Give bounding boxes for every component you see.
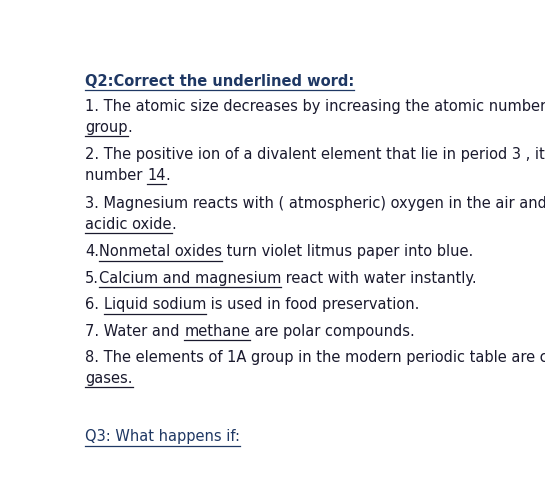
Text: 8. The elements of 1A group in the modern periodic table are called: 8. The elements of 1A group in the moder… — [85, 350, 545, 366]
Text: are polar compounds.: are polar compounds. — [250, 324, 415, 339]
Text: 3. Magnesium reacts with ( atmospheric) oxygen in the air and form: 3. Magnesium reacts with ( atmospheric) … — [85, 196, 545, 211]
Text: Q3: What happens if:: Q3: What happens if: — [85, 429, 240, 445]
Text: .: . — [172, 217, 176, 232]
Text: turn violet litmus paper into blue.: turn violet litmus paper into blue. — [222, 244, 473, 260]
Text: Q2:Correct the underlined word:: Q2:Correct the underlined word: — [85, 74, 354, 89]
Text: Calcium and magnesium: Calcium and magnesium — [99, 271, 281, 286]
Text: methane: methane — [184, 324, 250, 339]
Text: .: . — [166, 168, 170, 183]
Text: .: . — [128, 120, 132, 135]
Text: acidic oxide: acidic oxide — [85, 217, 172, 232]
Text: 4.: 4. — [85, 244, 99, 260]
Text: 2. The positive ion of a divalent element that lie in period 3 , its atomic: 2. The positive ion of a divalent elemen… — [85, 147, 545, 163]
Text: 7. Water and: 7. Water and — [85, 324, 184, 339]
Text: react with water instantly.: react with water instantly. — [281, 271, 477, 286]
Text: 6.: 6. — [85, 297, 104, 313]
Text: 1. The atomic size decreases by increasing the atomic number in the same: 1. The atomic size decreases by increasi… — [85, 99, 545, 114]
Text: Nonmetal oxides: Nonmetal oxides — [99, 244, 222, 260]
Text: 5.: 5. — [85, 271, 99, 286]
Text: gases.: gases. — [85, 371, 132, 386]
Text: Liquid sodium: Liquid sodium — [104, 297, 206, 313]
Text: number: number — [85, 168, 147, 183]
Text: is used in food preservation.: is used in food preservation. — [206, 297, 420, 313]
Text: 14: 14 — [147, 168, 166, 183]
Text: group: group — [85, 120, 128, 135]
